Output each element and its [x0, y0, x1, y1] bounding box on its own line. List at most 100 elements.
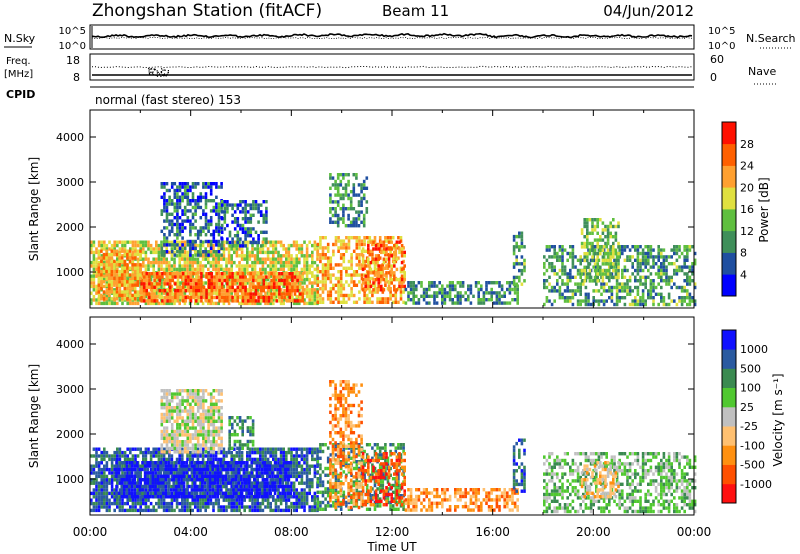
- heatmap-cell: [270, 295, 273, 300]
- heatmap-cell: [233, 220, 237, 224]
- heatmap-cell: [133, 256, 137, 260]
- heatmap-cell: [231, 278, 234, 283]
- heatmap-cell: [278, 282, 281, 286]
- heatmap-cell: [196, 260, 200, 265]
- heatmap-cell: [194, 246, 197, 250]
- heatmap-cell: [115, 290, 119, 294]
- heatmap-cell: [108, 491, 111, 496]
- heatmap-cell: [97, 508, 101, 513]
- heatmap-cell: [256, 250, 259, 255]
- heatmap-cell: [337, 293, 340, 298]
- heatmap-cell: [300, 247, 304, 251]
- heatmap-cell: [626, 282, 629, 286]
- heatmap-cell: [233, 282, 237, 286]
- heatmap-cell: [272, 298, 275, 302]
- heatmap-cell: [179, 272, 182, 276]
- heatmap-cell: [397, 287, 400, 291]
- heatmap-cell: [339, 173, 343, 177]
- heatmap-cell: [588, 262, 592, 266]
- heatmap-cell: [609, 272, 612, 276]
- heatmap-cell: [576, 302, 580, 307]
- heatmap-cell: [623, 245, 627, 249]
- heatmap-cell: [591, 258, 594, 263]
- heatmap-cell: [90, 471, 93, 475]
- heatmap-cell: [181, 264, 184, 268]
- heatmap-cell: [371, 283, 374, 287]
- heatmap-cell: [398, 247, 401, 251]
- heatmap-cell: [634, 275, 637, 279]
- heatmap-cell: [561, 245, 564, 249]
- heatmap-cell: [665, 279, 668, 283]
- heatmap-cell: [433, 298, 436, 302]
- heatmap-cell: [183, 209, 187, 213]
- heatmap-cell: [377, 254, 380, 258]
- heatmap-cell: [628, 292, 632, 296]
- heatmap-cell: [120, 276, 124, 281]
- heatmap-cell: [199, 205, 203, 210]
- heatmap-cell: [236, 292, 240, 296]
- heatmap-cell: [688, 245, 692, 249]
- heatmap-cell: [120, 269, 124, 274]
- heatmap-cell: [165, 288, 168, 292]
- nave-dot: [155, 74, 157, 76]
- heatmap-cell: [103, 488, 106, 492]
- heatmap-cell: [162, 471, 166, 475]
- heatmap-cell: [614, 272, 618, 276]
- heatmap-cell: [110, 260, 114, 265]
- heatmap-cell: [641, 268, 645, 273]
- heatmap-cell: [131, 454, 135, 458]
- heatmap-cell: [244, 227, 247, 231]
- heatmap-cell: [186, 501, 189, 506]
- heatmap-cell: [244, 282, 247, 286]
- heatmap-cell: [108, 508, 111, 513]
- heatmap-cell: [147, 257, 150, 261]
- heatmap-cell: [617, 258, 620, 263]
- heatmap-cell: [377, 274, 380, 278]
- heatmap-cell: [298, 285, 302, 289]
- heatmap-cell: [693, 302, 697, 307]
- heatmap-cell: [675, 268, 679, 273]
- heatmap-cell: [606, 241, 610, 246]
- heatmap-cell: [287, 264, 291, 268]
- heatmap-cell: [649, 289, 653, 293]
- heatmap-cell: [364, 274, 367, 278]
- heatmap-cell: [571, 265, 575, 269]
- heatmap-cell: [129, 464, 132, 468]
- heatmap-cell: [610, 285, 614, 290]
- nave-dot: [149, 73, 151, 75]
- heatmap-cell: [337, 300, 340, 304]
- heatmap-cell: [433, 301, 436, 305]
- heatmap-cell: [626, 289, 629, 293]
- heatmap-cell: [415, 294, 418, 298]
- heatmap-cell: [199, 267, 202, 272]
- heatmap-cell: [230, 474, 233, 479]
- heatmap-cell: [604, 228, 607, 232]
- heatmap-cell: [233, 275, 237, 279]
- heatmap-cell: [350, 293, 353, 298]
- heatmap-cell: [303, 298, 306, 302]
- heatmap-cell: [553, 272, 556, 276]
- heatmap-cell: [123, 450, 127, 455]
- heatmap-cell: [490, 298, 493, 302]
- colorbar-label: 20: [740, 181, 754, 194]
- heatmap-cell: [168, 222, 171, 227]
- heatmap-cell: [162, 457, 166, 462]
- heatmap-cell: [683, 272, 686, 276]
- heatmap-cell: [673, 245, 676, 249]
- heatmap-cell: [628, 285, 632, 290]
- heatmap-cell: [693, 285, 697, 290]
- heatmap-cell: [391, 293, 395, 298]
- heatmap-cell: [576, 258, 580, 262]
- heatmap-cell: [364, 277, 367, 282]
- heatmap-cell: [150, 282, 154, 286]
- heatmap-cell: [657, 245, 660, 249]
- heatmap-cell: [157, 254, 161, 258]
- heatmap-cell: [162, 260, 166, 265]
- heatmap-cell: [586, 235, 589, 239]
- heatmap-cell: [212, 505, 215, 509]
- heatmap-cell: [652, 255, 655, 259]
- heatmap-cell: [144, 267, 148, 272]
- heatmap-cell: [253, 247, 257, 251]
- heatmap-cell: [254, 206, 258, 211]
- heatmap-cell: [313, 277, 317, 282]
